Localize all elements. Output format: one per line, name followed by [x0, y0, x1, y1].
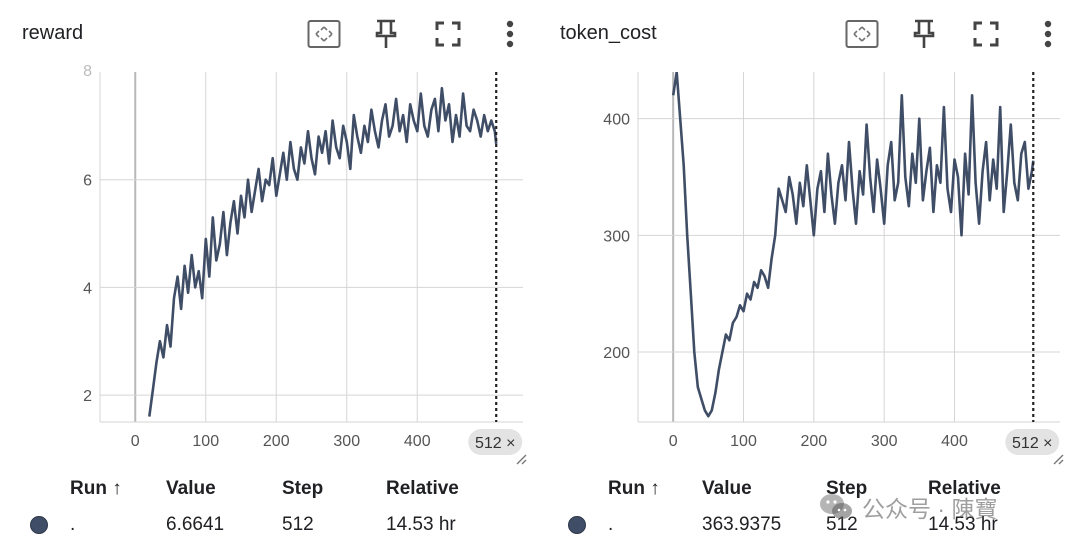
fullscreen-icon: [973, 21, 999, 47]
x-tick-label: 300: [871, 433, 898, 450]
run-relative: 14.53 hr: [386, 514, 456, 535]
run-name: .: [608, 514, 614, 535]
fit-domain-button[interactable]: [306, 16, 342, 52]
token-cost-plot[interactable]: 0 100 200 300 400 200 300 400 512 ×: [538, 60, 1080, 470]
run-color-dot[interactable]: [30, 516, 48, 534]
header-run[interactable]: Run ↑: [70, 478, 122, 499]
fullscreen-button[interactable]: [968, 16, 1004, 52]
header-run[interactable]: Run ↑: [608, 478, 660, 499]
x-tick-label: 400: [941, 433, 968, 450]
fit-domain-icon: [307, 20, 341, 48]
y-tick-label: 2: [83, 388, 92, 405]
header-relative[interactable]: Relative: [386, 478, 459, 499]
reward-card: reward 0 100 200 300 400 2 4 6 8 512 × Run ↑ Valu…: [0, 16, 540, 544]
x-tick-label: 100: [730, 433, 757, 450]
run-value: 6.6641: [166, 514, 225, 535]
fullscreen-icon: [435, 21, 461, 47]
run-step: 512: [282, 514, 314, 535]
header-value[interactable]: Value: [166, 478, 216, 499]
x-tick-label: 200: [800, 433, 827, 450]
reward-run-table: Run ↑ Value Step Relative . 6.6641 512 1…: [0, 474, 540, 544]
chart-title: reward: [22, 22, 84, 44]
x-tick-label: 0: [669, 433, 678, 450]
x-tick-label: 400: [404, 433, 431, 450]
x-tick-label: 300: [333, 433, 360, 450]
run-relative: 14.53 hr: [928, 514, 998, 535]
y-tick-label-partial: 8: [83, 63, 92, 80]
y-tick-label: 300: [603, 228, 630, 245]
y-tick-label: 200: [603, 345, 630, 362]
reward-plot[interactable]: 0 100 200 300 400 2 4 6 8 512 ×: [0, 60, 540, 470]
step-cursor-label: 512 ×: [475, 435, 515, 452]
resize-handle-icon: [516, 454, 527, 465]
fit-domain-button[interactable]: [844, 16, 880, 52]
pin-button[interactable]: [906, 16, 942, 52]
more-button[interactable]: [492, 16, 528, 52]
resize-handle-icon: [1053, 454, 1064, 465]
pin-icon: [913, 19, 935, 48]
header-value[interactable]: Value: [702, 478, 752, 499]
y-tick-label: 4: [83, 280, 92, 297]
header-step[interactable]: Step: [826, 478, 868, 499]
run-name: .: [70, 514, 76, 535]
pin-button[interactable]: [368, 16, 404, 52]
fit-domain-icon: [845, 20, 879, 48]
step-cursor-badge: [1005, 429, 1060, 455]
y-tick-label: 400: [603, 112, 630, 129]
series-line: [148, 86, 498, 417]
header-relative[interactable]: Relative: [928, 478, 1001, 499]
token-cost-run-table: Run ↑ Value Step Relative . 363.9375 512…: [538, 474, 1078, 544]
x-tick-label: 100: [192, 433, 219, 450]
chart-title: token_cost: [560, 22, 657, 44]
step-cursor-label: 512 ×: [1012, 435, 1052, 452]
x-tick-label: 200: [263, 433, 290, 450]
x-tick-label: 0: [131, 433, 140, 450]
more-vert-icon: [1044, 20, 1052, 48]
token-cost-chart-svg[interactable]: 0 100 200 300 400 200 300 400 512 ×: [538, 60, 1080, 470]
fullscreen-button[interactable]: [430, 16, 466, 52]
run-value: 363.9375: [702, 514, 782, 535]
series-line: [671, 72, 1035, 418]
run-step: 512: [826, 514, 858, 535]
pin-icon: [375, 19, 397, 48]
token-cost-card: token_cost 0 100 200 300 400 200 300 400 512 × R…: [538, 0, 1080, 551]
reward-chart-svg[interactable]: 0 100 200 300 400 2 4 6 8 512 ×: [0, 60, 540, 470]
more-button[interactable]: [1030, 16, 1066, 52]
more-vert-icon: [506, 20, 514, 48]
step-cursor-badge: [468, 429, 523, 455]
y-tick-label: 6: [83, 173, 92, 190]
run-color-dot[interactable]: [568, 516, 586, 534]
header-step[interactable]: Step: [282, 478, 324, 499]
